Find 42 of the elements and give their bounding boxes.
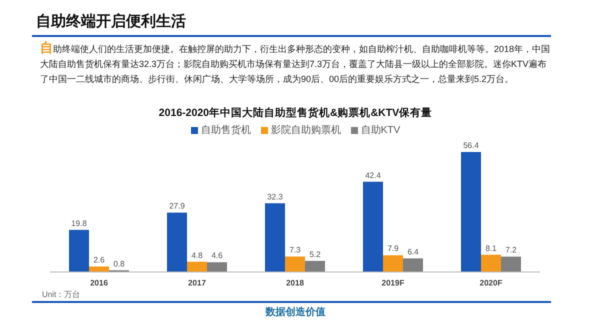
bar [69, 230, 89, 272]
data-label: 4.8 [191, 250, 204, 260]
data-label: 2.6 [93, 255, 106, 264]
legend-label: 自助售货机 [200, 124, 251, 137]
data-label: 32.3 [267, 192, 284, 202]
data-label: 6.4 [407, 247, 420, 256]
data-label: 42.4 [365, 170, 382, 180]
text: 自助终端开启便利生活 [36, 12, 186, 31]
bar [265, 203, 285, 272]
text: 数据创造价值 [264, 306, 326, 319]
data-label: 0.8 [113, 259, 126, 268]
x-tick-label: 2019F [382, 278, 404, 288]
legend-label: 自助KTV [360, 124, 400, 137]
data-label: 4.6 [211, 251, 224, 260]
bar [481, 254, 501, 272]
x-tick-label: 2016 [90, 278, 108, 288]
bar [285, 256, 305, 272]
x-tick-label: 2020F [480, 278, 502, 288]
bar [207, 262, 227, 272]
data-label: 7.2 [505, 246, 518, 255]
legend-label: 影院自助购票机 [270, 124, 341, 137]
data-label: 56.4 [463, 141, 480, 150]
data-label: 5.2 [309, 250, 322, 259]
bar [187, 262, 207, 272]
bar [403, 258, 423, 272]
data-label: 8.1 [485, 244, 498, 253]
data-label: 7.9 [387, 244, 400, 254]
bar [501, 256, 521, 272]
data-label: 19.8 [71, 218, 88, 228]
bar [363, 182, 383, 272]
x-tick-label: 2017 [188, 278, 206, 288]
text: 自助终端使人们的生活更加便捷。在触控屏的助力下，衍生出多种形态的变种，如自助榨汁机、自助咖啡机等等。2018年，中国大陆自助售货机保有量达32.3万台；影院自助购买机市场保有量达到7.3万台，覆盖了大陆县一级以上的全部影院。迷你KTV遍布了中国一二线城市的商场、步行街、休闲广场、大学等场所，成为90后、00后的重要娱乐方式之一，总量来到5.2万台。 [40, 40, 552, 86]
bar [167, 212, 187, 272]
chart-title: 2016-2020年中国大陆自助型售货机&购票机&KTV保有量 [158, 106, 434, 120]
bar [89, 266, 109, 272]
bar [383, 255, 403, 272]
x-tick-label: 2018 [286, 278, 304, 288]
text: Unit：万台 [42, 289, 80, 300]
data-label: 7.3 [289, 245, 302, 254]
bar [461, 152, 481, 272]
bar [305, 260, 325, 272]
data-label: 27.9 [169, 202, 186, 211]
